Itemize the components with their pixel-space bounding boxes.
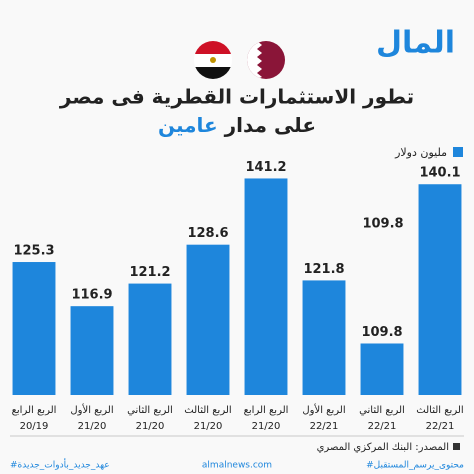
footer-hashtag: #عهد_جديد_بأدوات_جديدة	[10, 458, 110, 471]
legend-label: مليون دولار	[394, 146, 447, 159]
bar	[418, 184, 462, 395]
subtitle-part: على مدار	[224, 113, 316, 137]
x-tick-label: 21/20	[78, 421, 107, 432]
flag-qatar	[247, 41, 285, 79]
bar	[128, 283, 172, 395]
x-tick-label: 21/20	[194, 421, 223, 432]
footer-site: almalnews.com	[202, 461, 272, 471]
x-tick-label: 21/20	[252, 421, 281, 432]
x-tick-label: الربع الثاني	[127, 405, 173, 416]
value-label: 116.9	[71, 288, 112, 303]
legend-swatch	[453, 147, 463, 157]
value-label: 109.8	[361, 325, 402, 340]
annotation: 109.8	[362, 217, 403, 232]
bar	[12, 262, 56, 395]
chart-subtitle: على مدار عامين	[158, 113, 316, 137]
bar	[186, 244, 230, 395]
x-tick-label: الربع الرابع	[12, 405, 57, 416]
source-bullet	[453, 443, 460, 450]
bar	[70, 306, 114, 395]
chart-title: تطور الاستثمارات القطرية فى مصر	[59, 85, 414, 109]
x-tick-label: الربع الأول	[70, 403, 113, 416]
x-tick-label: 22/21	[368, 421, 397, 432]
bar	[302, 280, 346, 395]
logo: المال	[376, 26, 455, 61]
value-label: 141.2	[245, 160, 286, 175]
source: المصدر: البنك المركزي المصري	[317, 442, 449, 453]
footer-hashtag: #محتوى_يرسم_المستقبل	[366, 461, 464, 471]
x-tick-label: الربع الأول	[302, 403, 345, 416]
value-label: 140.1	[419, 166, 460, 181]
value-label: 121.2	[129, 265, 170, 280]
bar	[360, 343, 404, 395]
x-tick-label: 20/19	[20, 421, 49, 432]
x-tick-label: 22/21	[426, 421, 455, 432]
value-label: 128.6	[187, 226, 228, 241]
x-tick-label: الربع الثالث	[184, 405, 231, 416]
bar	[244, 178, 288, 395]
x-tick-label: 21/20	[136, 421, 165, 432]
x-tick-label: 22/21	[310, 421, 339, 432]
x-tick-label: الربع الثالث	[416, 405, 463, 416]
flag-egypt	[194, 41, 232, 79]
value-label: 125.3	[13, 244, 54, 259]
value-label: 121.8	[303, 262, 344, 277]
subtitle-highlight: عامين	[158, 113, 218, 137]
x-tick-label: الربع الثاني	[359, 405, 405, 416]
x-tick-label: الربع الرابع	[244, 405, 289, 416]
